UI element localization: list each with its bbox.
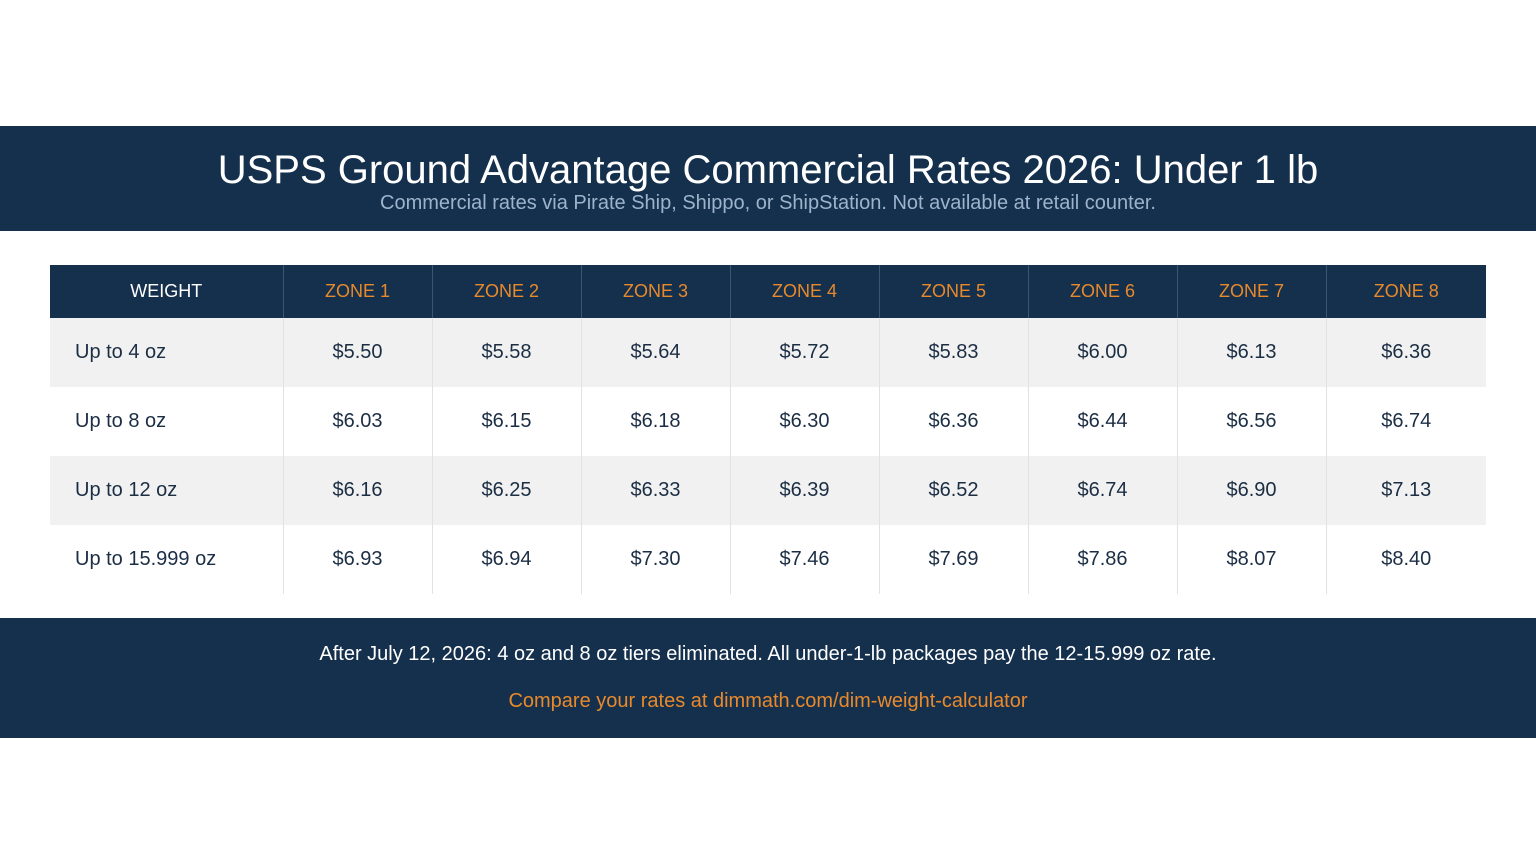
- table-row: Up to 8 oz $6.03 $6.15 $6.18 $6.30 $6.36…: [50, 387, 1486, 456]
- column-header-zone-1: ZONE 1: [282, 265, 432, 318]
- column-header-weight: WEIGHT: [50, 265, 283, 318]
- rate-cell: $8.40: [1325, 525, 1486, 594]
- weight-cell: Up to 4 oz: [50, 318, 283, 387]
- rate-cell: $5.58: [431, 318, 581, 387]
- footer-banner: After July 12, 2026: 4 oz and 8 oz tiers…: [0, 618, 1536, 738]
- rates-table: WEIGHT ZONE 1 ZONE 2 ZONE 3 ZONE 4 ZONE …: [50, 265, 1486, 594]
- rate-cell: $6.18: [580, 387, 730, 456]
- rate-cell: $6.52: [878, 456, 1028, 525]
- rate-cell: $6.90: [1176, 456, 1326, 525]
- rate-cell: $5.72: [729, 318, 879, 387]
- rate-cell: $6.13: [1176, 318, 1326, 387]
- rate-cell: $6.74: [1325, 387, 1486, 456]
- rate-cell: $6.39: [729, 456, 879, 525]
- rate-cell: $6.36: [1325, 318, 1486, 387]
- column-header-zone-6: ZONE 6: [1027, 265, 1177, 318]
- rate-cell: $5.83: [878, 318, 1028, 387]
- column-header-zone-7: ZONE 7: [1176, 265, 1326, 318]
- rate-cell: $6.25: [431, 456, 581, 525]
- rate-cell: $8.07: [1176, 525, 1326, 594]
- weight-cell: Up to 8 oz: [75, 410, 167, 432]
- rate-cell: $7.86: [1027, 525, 1177, 594]
- rate-cell: $6.56: [1176, 387, 1326, 456]
- column-header-zone-3: ZONE 3: [580, 265, 730, 318]
- table-row: Up to 4 oz $5.50 $5.58 $5.64 $5.72 $5.83…: [50, 318, 1486, 387]
- page-title: USPS Ground Advantage Commercial Rates 2…: [217, 148, 1319, 192]
- rate-cell: $6.15: [431, 387, 581, 456]
- rate-cell: $6.93: [282, 525, 432, 594]
- rate-cell: $5.50: [282, 318, 432, 387]
- rate-cell: $7.30: [580, 525, 730, 594]
- column-header-zone-8: ZONE 8: [1325, 265, 1486, 318]
- column-header-zone-5: ZONE 5: [878, 265, 1028, 318]
- rate-cell: $6.44: [1027, 387, 1177, 456]
- rate-cell: $6.33: [580, 456, 730, 525]
- table-row: Up to 15.999 oz $6.93 $6.94 $7.30 $7.46 …: [50, 525, 1486, 594]
- column-header-zone-2: ZONE 2: [431, 265, 581, 318]
- table-header-row: WEIGHT ZONE 1 ZONE 2 ZONE 3 ZONE 4 ZONE …: [50, 265, 1486, 318]
- rate-cell: $6.00: [1027, 318, 1177, 387]
- page-subtitle: Commercial rates via Pirate Ship, Shippo…: [380, 192, 1156, 214]
- column-header-zone-4: ZONE 4: [729, 265, 879, 318]
- rate-cell: $6.30: [729, 387, 879, 456]
- rate-cell: $6.36: [878, 387, 1028, 456]
- rate-cell: $6.03: [282, 387, 432, 456]
- rate-cell: $6.94: [431, 525, 581, 594]
- weight-cell: Up to 12 oz: [50, 456, 283, 525]
- rate-cell: $5.64: [580, 318, 730, 387]
- calculator-link[interactable]: Compare your rates at dimmath.com/dim-we…: [508, 690, 1028, 712]
- weight-cell: Up to 15.999 oz: [75, 548, 217, 570]
- footer-note: After July 12, 2026: 4 oz and 8 oz tiers…: [319, 643, 1217, 665]
- rate-cell: $7.69: [878, 525, 1028, 594]
- rate-cell: $7.13: [1325, 456, 1486, 525]
- rate-cell: $6.16: [282, 456, 432, 525]
- rate-cell: $6.74: [1027, 456, 1177, 525]
- table-row: Up to 12 oz $6.16 $6.25 $6.33 $6.39 $6.5…: [50, 456, 1486, 525]
- rate-cell: $7.46: [729, 525, 879, 594]
- header-banner: USPS Ground Advantage Commercial Rates 2…: [0, 126, 1536, 231]
